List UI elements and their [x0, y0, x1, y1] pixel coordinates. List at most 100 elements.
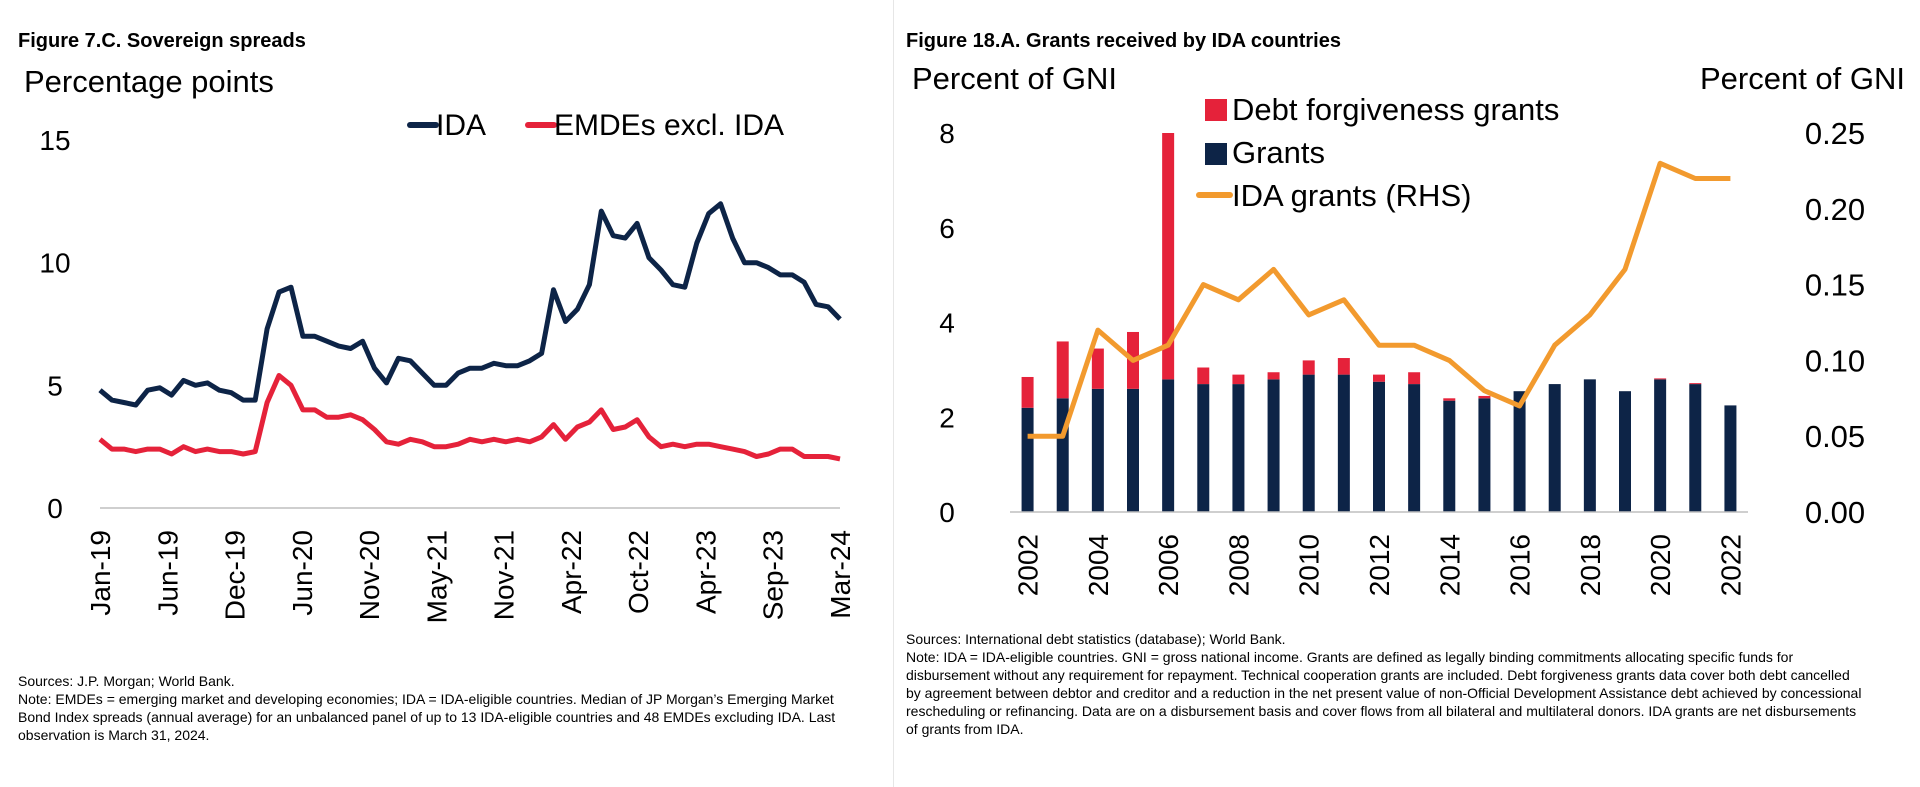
y-tick-label-right: 0.25 — [1805, 116, 1865, 151]
x-tick-label: May-21 — [421, 530, 452, 623]
bar-debt-forgiveness — [1337, 358, 1350, 375]
legend-label: Grants — [1232, 135, 1325, 170]
bar-debt-forgiveness — [1302, 360, 1315, 375]
y-tick-label-right: 0.05 — [1805, 419, 1865, 454]
y-tick-label: 15 — [39, 125, 70, 156]
x-tick-label: Mar-24 — [825, 530, 856, 619]
bar-grants — [1337, 374, 1350, 512]
legend-swatch-debt — [1205, 99, 1227, 121]
bar-debt-forgiveness — [1232, 374, 1245, 385]
x-tick-label: Sep-23 — [758, 530, 789, 620]
bar-grants — [1654, 379, 1667, 512]
bar-grants — [1127, 388, 1139, 512]
legend-label: IDA grants (RHS) — [1232, 178, 1471, 213]
x-tick-label: 2016 — [1505, 534, 1536, 596]
left-sources: Sources: J.P. Morgan; World Bank. — [18, 673, 235, 689]
bar-grants — [1478, 398, 1491, 512]
y-tick-label-right: 0.00 — [1805, 495, 1865, 530]
x-tick-label: Jan-19 — [85, 530, 116, 616]
x-tick-label: 2006 — [1153, 534, 1184, 596]
bar-debt-forgiveness — [1373, 374, 1385, 382]
x-tick-label: 2022 — [1715, 534, 1746, 596]
bar-grants — [1443, 400, 1456, 512]
y-tick-label: 5 — [47, 370, 63, 401]
sovereign-spreads-chart: Percentage points 0 5 10 15 Jan-19 Jun-19 Dec-1… — [24, 64, 856, 623]
x-tick-label: 2020 — [1645, 534, 1676, 596]
series-line-ida — [98, 201, 842, 408]
right-note: Note: IDA = IDA-eligible countries. GNI … — [906, 649, 1862, 737]
bar-debt-forgiveness — [1408, 372, 1421, 385]
x-tick-label: Oct-22 — [623, 530, 654, 614]
y-axis-label: Percentage points — [24, 64, 274, 99]
x-tick-label: 2014 — [1434, 534, 1465, 596]
bar-grants — [1232, 384, 1245, 512]
bar-grants — [1689, 384, 1702, 512]
y-tick-label-left: 8 — [939, 118, 955, 149]
bar-debt-forgiveness — [1654, 378, 1667, 380]
right-figure-panel: Figure 18.A. Grants received by IDA coun… — [900, 0, 1920, 787]
bar-grants — [1302, 374, 1315, 512]
bar-grants — [1373, 381, 1385, 512]
y-tick-label-left: 2 — [939, 402, 955, 433]
bar-debt-forgiveness — [1443, 398, 1456, 401]
left-figure-panel: Figure 7.C. Sovereign spreads Percentage… — [0, 0, 890, 787]
legend-label: EMDEs excl. IDA — [554, 109, 784, 142]
x-tick-label: 2010 — [1294, 534, 1325, 596]
y-tick-label: 10 — [39, 248, 70, 279]
legend-label: IDA — [436, 109, 486, 142]
legend-swatch-grants — [1205, 143, 1227, 165]
x-tick-label: Apr-23 — [690, 530, 721, 614]
x-tick-label: 2004 — [1083, 534, 1114, 596]
bar-debt-forgiveness — [1162, 133, 1175, 380]
bar-grants — [1724, 405, 1737, 512]
bar-debt-forgiveness — [1689, 383, 1702, 385]
x-tick-label: Apr-22 — [556, 530, 587, 614]
y-tick-label-left: 6 — [939, 213, 955, 244]
y-tick-label-right: 0.20 — [1805, 192, 1865, 227]
x-tick-label: Jun-19 — [152, 530, 183, 616]
bar-debt-forgiveness — [1197, 367, 1210, 385]
x-tick-label: 2018 — [1575, 534, 1606, 596]
bar-grants — [1548, 384, 1561, 512]
x-tick-label: Dec-19 — [220, 530, 251, 620]
series-line-emdes-excl-ida — [98, 373, 841, 462]
bar-grants — [1267, 379, 1280, 512]
y-tick-label: 0 — [47, 493, 63, 524]
legend-label: Debt forgiveness grants — [1232, 92, 1559, 127]
y-tick-label-right: 0.15 — [1805, 268, 1865, 303]
y-tick-label-right: 0.10 — [1805, 343, 1865, 378]
bar-debt-forgiveness — [1021, 376, 1034, 408]
y-axis-label-left: Percent of GNI — [912, 61, 1117, 96]
bar-grants — [1197, 384, 1210, 512]
x-tick-label: 2002 — [1013, 534, 1044, 596]
bar-grants — [1091, 388, 1104, 512]
x-tick-label: Nov-20 — [354, 530, 385, 620]
bar-debt-forgiveness — [1091, 348, 1104, 389]
x-tick-label: 2008 — [1223, 534, 1254, 596]
right-sources: Sources: International debt statistics (… — [906, 631, 1286, 647]
right-figure-title: Figure 18.A. Grants received by IDA coun… — [906, 30, 1341, 52]
x-tick-label: 2012 — [1364, 534, 1395, 596]
bar-debt-forgiveness — [1056, 341, 1069, 399]
right-notes: Sources: International debt statistics (… — [906, 630, 1866, 738]
bar-grants — [1408, 384, 1421, 512]
bar-grants — [1619, 391, 1631, 512]
x-tick-label: Nov-21 — [489, 530, 520, 620]
x-tick-label: Jun-20 — [287, 530, 318, 616]
left-note: Note: EMDEs = emerging market and develo… — [18, 691, 836, 743]
series-line-ida-grants-rhs — [1027, 160, 1731, 439]
ida-grants-chart: Percent of GNI Percent of GNI 0 2 4 6 8 0.00 0.0… — [912, 61, 1905, 596]
y-axis-label-right: Percent of GNI — [1700, 61, 1905, 96]
left-figure-title: Figure 7.C. Sovereign spreads — [18, 30, 306, 52]
bar-grants — [1021, 407, 1034, 512]
bar-grants — [1056, 398, 1069, 512]
bar-grants — [1162, 379, 1175, 512]
bar-grants — [1513, 391, 1526, 512]
bar-debt-forgiveness — [1478, 395, 1491, 399]
y-tick-label-left: 0 — [939, 497, 955, 528]
bar-debt-forgiveness — [1267, 372, 1280, 380]
panel-divider — [893, 0, 894, 787]
y-tick-label-left: 4 — [939, 308, 955, 339]
left-notes: Sources: J.P. Morgan; World Bank. Note: … — [18, 672, 838, 744]
bar-grants — [1583, 379, 1596, 512]
